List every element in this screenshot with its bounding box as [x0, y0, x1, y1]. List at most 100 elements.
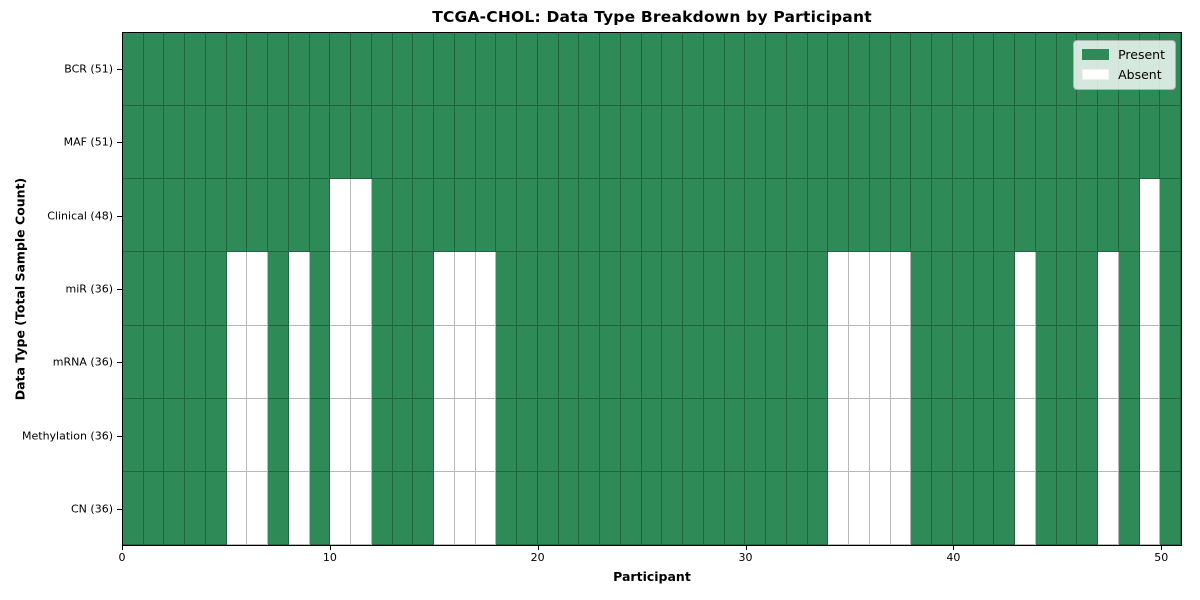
heatmap-cell [205, 471, 227, 545]
heatmap-cell [330, 252, 352, 326]
heatmap-cell [205, 179, 227, 253]
legend-item-present: Present [1082, 48, 1165, 62]
heatmap-cell [185, 325, 206, 399]
heatmap-cell [413, 398, 435, 472]
heatmap-cell [205, 252, 227, 326]
heatmap-cell [309, 33, 331, 107]
heatmap-cell [703, 33, 725, 107]
heatmap-cell [143, 179, 165, 253]
heatmap-cell [413, 471, 435, 545]
heatmap-cell [288, 325, 310, 399]
heatmap-cell [683, 471, 704, 545]
heatmap-cell [745, 325, 767, 399]
heatmap-cell [952, 106, 974, 180]
heatmap-cell [434, 471, 455, 545]
heatmap-cell [330, 471, 352, 545]
heatmap-cell [143, 252, 165, 326]
y-tick-label: Clinical (48) [47, 209, 113, 223]
heatmap-cell [807, 325, 829, 399]
heatmap-cell [143, 325, 165, 399]
heatmap-cell [1160, 106, 1181, 180]
heatmap-cell [1098, 325, 1119, 399]
heatmap-cell [247, 252, 269, 326]
heatmap-cell [807, 252, 829, 326]
y-tick-mark [117, 509, 122, 511]
heatmap-cell [185, 33, 206, 107]
heatmap-cell [1077, 106, 1099, 180]
heatmap-cell [932, 471, 953, 545]
heatmap-cell [123, 179, 144, 253]
heatmap-cell [641, 398, 663, 472]
heatmap-cell [952, 179, 974, 253]
heatmap-cell [786, 471, 808, 545]
heatmap-cell [371, 471, 393, 545]
heatmap-cell [683, 252, 704, 326]
heatmap-cell [724, 33, 746, 107]
heatmap-cell [683, 325, 704, 399]
heatmap-cell [890, 325, 912, 399]
heatmap-cell [745, 179, 767, 253]
heatmap-cell [600, 252, 621, 326]
heatmap-cell [662, 325, 684, 399]
heatmap-cell [247, 471, 269, 545]
x-tick-label: 0 [118, 551, 126, 564]
heatmap-cell [1098, 106, 1119, 180]
heatmap-cell [247, 33, 269, 107]
heatmap-cell [662, 252, 684, 326]
heatmap-cell [558, 252, 580, 326]
heatmap-cell [185, 252, 206, 326]
heatmap-cell [537, 106, 559, 180]
heatmap-cell [330, 398, 352, 472]
heatmap-cell [911, 33, 933, 107]
heatmap-cell [268, 33, 289, 107]
heatmap-cell [434, 325, 455, 399]
heatmap-cell [309, 252, 331, 326]
heatmap-cell [579, 33, 601, 107]
heatmap-cell [413, 33, 435, 107]
heatmap-cell [745, 252, 767, 326]
plot-area [122, 32, 1182, 546]
heatmap-cell [1015, 398, 1036, 472]
y-axis-title: Data Type (Total Sample Count) [12, 177, 28, 401]
heatmap-cell [620, 325, 642, 399]
x-tick-label: 10 [322, 551, 337, 564]
heatmap-cell [1098, 252, 1119, 326]
heatmap-cell [994, 106, 1016, 180]
heatmap-cell [288, 179, 310, 253]
heatmap-cell [641, 325, 663, 399]
heatmap-cell [952, 325, 974, 399]
heatmap-cell [205, 106, 227, 180]
heatmap-cell [662, 398, 684, 472]
heatmap-cell [143, 398, 165, 472]
heatmap-cell [247, 398, 269, 472]
heatmap-cell [766, 179, 787, 253]
heatmap-cell [351, 252, 372, 326]
heatmap-cell [1139, 252, 1161, 326]
heatmap-cell [890, 398, 912, 472]
heatmap-cell [558, 471, 580, 545]
heatmap-cell [496, 398, 518, 472]
heatmap-cell [537, 398, 559, 472]
heatmap-cell [932, 179, 953, 253]
heatmap-cell [890, 471, 912, 545]
heatmap-cell [268, 252, 289, 326]
x-tick-mark [122, 546, 123, 550]
heatmap-cell [164, 33, 186, 107]
heatmap-cell [579, 179, 601, 253]
heatmap-cell [724, 325, 746, 399]
heatmap-cell [1035, 33, 1057, 107]
heatmap-cell [828, 179, 850, 253]
heatmap-cell [1015, 179, 1036, 253]
heatmap-cell [952, 33, 974, 107]
heatmap-cell [579, 252, 601, 326]
y-tick-mark [117, 362, 122, 364]
heatmap-cell [849, 33, 870, 107]
heatmap-cell [1139, 398, 1161, 472]
heatmap-cell [745, 471, 767, 545]
heatmap-cell [828, 33, 850, 107]
heatmap-cell [392, 106, 414, 180]
heatmap-cell [164, 325, 186, 399]
heatmap-cell [123, 33, 144, 107]
heatmap-cell [496, 106, 518, 180]
heatmap-cell [371, 325, 393, 399]
